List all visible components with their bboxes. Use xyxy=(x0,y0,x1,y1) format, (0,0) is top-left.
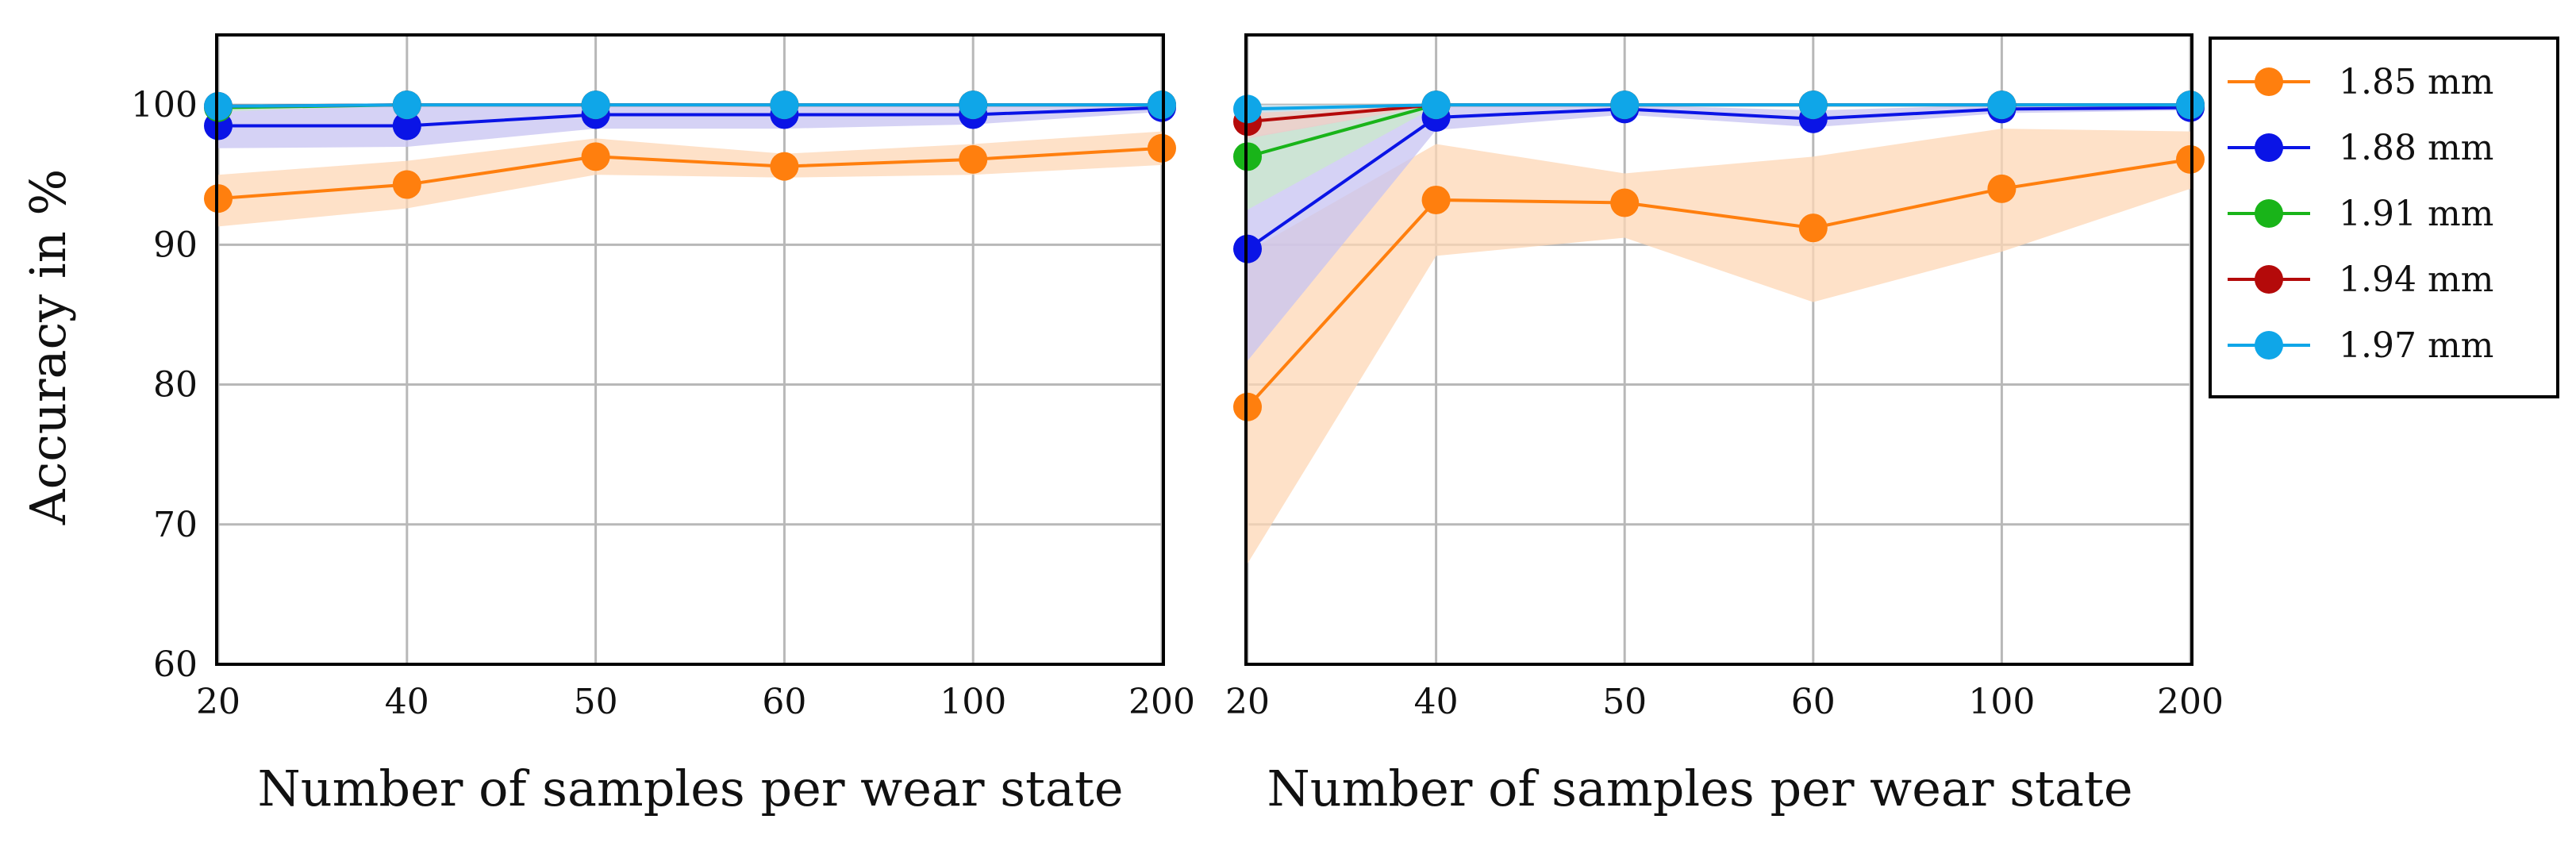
x-axis-label-left: Number of samples per wear state xyxy=(257,760,1123,817)
y-tick-label: 70 xyxy=(153,505,198,545)
data-point-185-50 xyxy=(581,142,610,171)
x-tick-label: 60 xyxy=(1791,682,1836,722)
legend-label: 1.97 mm xyxy=(2339,325,2493,366)
data-point-185-100 xyxy=(959,144,988,174)
x-tick-label: 50 xyxy=(574,682,618,722)
legend-label: 1.94 mm xyxy=(2339,260,2493,300)
data-point-197-100 xyxy=(959,90,988,120)
x-axis-label-right: Number of samples per wear state xyxy=(1267,760,2132,817)
legend-marker-185 xyxy=(2255,67,2283,96)
legend-marker-188 xyxy=(2255,133,2283,162)
x-tick-label: 200 xyxy=(1128,682,1195,722)
data-point-185-60 xyxy=(1798,213,1828,243)
y-tick-label: 90 xyxy=(153,225,198,265)
plot-frame xyxy=(1244,33,2193,666)
data-point-188-40 xyxy=(392,111,421,140)
series-line-197 xyxy=(1247,103,2190,111)
plot-frame xyxy=(215,33,1165,666)
x-tick-label: 200 xyxy=(2157,682,2224,722)
data-point-197-100 xyxy=(1987,90,2017,120)
data-point-197-50 xyxy=(581,90,610,120)
series-line-185 xyxy=(217,146,1163,201)
legend-label: 1.88 mm xyxy=(2339,128,2493,168)
data-point-185-40 xyxy=(1421,185,1451,214)
x-tick-label: 100 xyxy=(940,682,1006,722)
left-panel: 20 40 50 60 100 200 60 70 80 90 100 xyxy=(131,33,1195,722)
data-point-185-40 xyxy=(392,170,421,199)
data-point-197-40 xyxy=(1421,90,1451,120)
legend-marker-197 xyxy=(2255,331,2283,360)
legend-label: 1.91 mm xyxy=(2339,194,2493,234)
x-tick-label: 40 xyxy=(385,682,429,722)
x-tick-label: 100 xyxy=(1968,682,2035,722)
confidence-band-185 xyxy=(1248,129,2190,564)
series-line-185 xyxy=(1246,157,2191,409)
legend-label: 1.85 mm xyxy=(2339,62,2493,102)
data-point-197-60 xyxy=(770,90,799,120)
legend-marker-191 xyxy=(2255,199,2283,228)
x-tick-label: 20 xyxy=(1225,682,1270,722)
right-panel: 20 40 50 60 100 200 xyxy=(1225,33,2224,722)
data-point-197-60 xyxy=(1798,90,1828,120)
y-tick-label: 60 xyxy=(153,644,198,685)
legend-marker-194 xyxy=(2255,265,2283,294)
y-axis-label: Accuracy in % xyxy=(19,169,77,526)
x-tick-label: 20 xyxy=(196,682,240,722)
data-point-185-60 xyxy=(770,152,799,181)
confidence-band-185 xyxy=(218,131,1162,227)
series-line-188 xyxy=(218,106,1163,128)
series-line-197 xyxy=(217,103,1162,108)
data-point-197-50 xyxy=(1610,90,1640,120)
data-point-185-50 xyxy=(1610,188,1640,217)
x-tick-label: 50 xyxy=(1602,682,1647,722)
y-tick-label: 80 xyxy=(153,365,198,406)
y-tick-label: 100 xyxy=(131,85,198,125)
legend: 1.85 mm 1.88 mm 1.91 mm 1.94 mm 1.97 mm xyxy=(2209,37,2559,398)
data-point-197-40 xyxy=(392,90,421,120)
x-tick-label: 60 xyxy=(762,682,806,722)
data-point-185-100 xyxy=(1987,174,2017,203)
series-line-188 xyxy=(1246,106,2191,251)
x-tick-label: 40 xyxy=(1414,682,1459,722)
